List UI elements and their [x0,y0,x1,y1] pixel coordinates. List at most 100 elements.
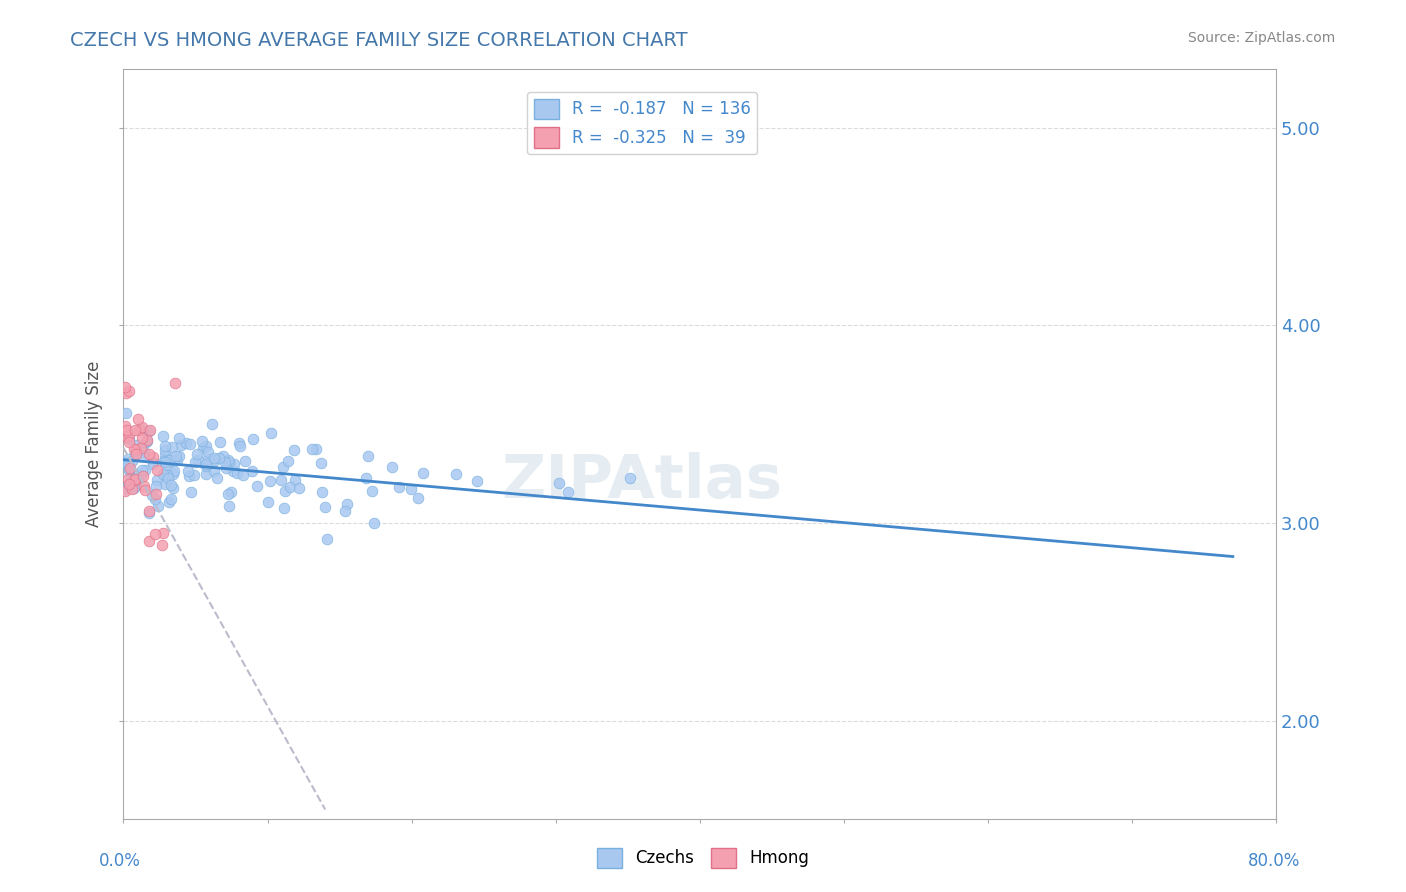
Point [388,481,411,495]
Point [157,495,180,509]
Point [118,432,141,446]
Point [132,469,155,483]
Point [131,423,153,437]
Point [145,478,167,492]
Point [124,472,146,486]
Point [117,478,139,492]
Point [217,487,239,501]
Point [153,455,176,469]
Point [131,420,153,434]
Point [115,423,138,437]
Point [271,460,294,475]
Point [406,491,429,505]
Point [114,385,136,400]
Point [117,451,139,466]
Point [114,484,136,499]
Point [200,417,222,431]
Point [153,448,176,462]
Point [167,431,190,445]
Point [219,485,242,500]
Point [125,473,148,487]
Point [260,425,283,440]
Point [557,485,579,500]
Point [115,430,138,444]
Point [127,412,149,426]
Point [131,431,153,445]
Point [215,461,238,475]
Point [162,441,184,455]
Point [138,504,160,518]
Point [174,436,197,450]
Point [363,516,385,530]
Point [169,449,191,463]
Point [145,487,167,501]
Point [124,423,146,437]
Point [166,452,188,467]
Point [225,466,247,480]
Point [115,456,138,470]
Point [114,380,136,394]
Point [146,463,169,477]
Point [142,457,165,471]
Point [232,467,254,482]
Point [120,461,142,475]
Point [229,439,252,453]
Point [357,450,380,464]
Point [152,429,174,443]
Point [134,483,156,497]
Point [195,457,218,471]
Point [141,488,163,502]
Point [401,483,423,497]
Point [135,434,157,449]
Point [120,471,142,485]
Point [224,458,246,472]
Point [162,467,184,481]
Point [146,473,169,487]
Point [132,479,155,493]
Point [134,463,156,477]
Point [153,476,176,491]
Point [122,481,145,495]
Point [114,482,136,496]
Point [242,432,264,446]
Point [195,439,218,453]
Point [160,477,183,491]
Point [183,467,205,482]
Point [128,423,150,437]
Point [127,438,149,452]
Point [138,506,160,520]
Point [187,453,209,467]
Point [259,474,281,488]
Point [131,463,153,477]
Point [444,467,467,481]
Point [186,446,208,460]
Point [118,463,141,477]
Point [354,470,377,484]
Point [155,443,177,458]
Point [125,478,148,492]
Point [202,464,225,478]
Point [165,449,187,463]
Point [134,445,156,459]
Point [191,441,214,455]
Point [150,537,173,551]
Point [233,454,256,468]
Point [156,471,179,485]
Point [152,526,174,541]
Point [142,450,165,465]
Point [124,473,146,487]
Point [180,484,202,499]
Point [305,442,328,457]
Point [222,464,245,478]
Point [163,464,186,478]
Text: ZIPAtlas: ZIPAtlas [502,452,783,511]
Point [142,455,165,469]
Point [160,491,183,506]
Point [547,476,569,491]
Point [165,376,187,390]
Point [135,435,157,450]
Point [114,419,136,434]
Point [257,494,280,508]
Point [217,452,239,467]
Text: 0.0%: 0.0% [98,852,141,870]
